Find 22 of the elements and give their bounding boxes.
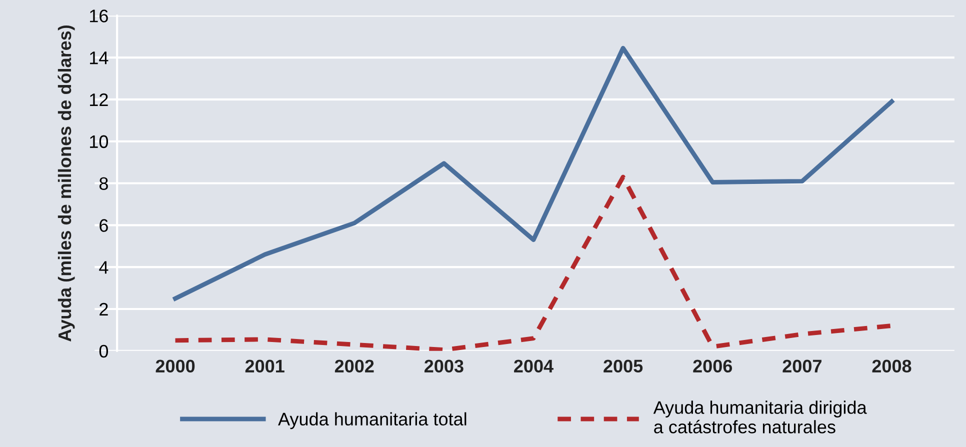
y-tick-label: 4 <box>99 261 108 274</box>
x-tick-label: 2008 <box>872 360 912 372</box>
x-tick-label: 2003 <box>424 360 464 373</box>
y-tick-label: 0 <box>99 344 108 358</box>
x-tick-label: 2006 <box>693 360 732 372</box>
y-tick-label: 10 <box>90 135 108 148</box>
y-axis-title: Ayuda (miles de millones de dólares) <box>58 25 75 342</box>
y-tick-label: 16 <box>90 10 108 22</box>
x-tick-label: 2001 <box>245 360 284 372</box>
y-tick-label: 8 <box>99 177 108 190</box>
y-tick-label: 6 <box>100 219 108 232</box>
legend-label: Ayuda humanitaria total <box>278 412 466 430</box>
y-tick-label: 2 <box>100 302 108 316</box>
x-tick-label: 2004 <box>514 360 554 372</box>
y-tick-label: 14 <box>90 52 108 64</box>
x-tick-label: 2000 <box>156 360 195 372</box>
legend-label: Ayuda humanitaria dirigida a catástrofes naturales <box>653 400 867 434</box>
x-tick-label: 2007 <box>782 360 822 372</box>
y-tick-label: 12 <box>90 93 108 106</box>
x-tick-label: 2005 <box>604 360 643 372</box>
x-tick-label: 2002 <box>334 360 374 372</box>
line-series <box>173 46 894 301</box>
